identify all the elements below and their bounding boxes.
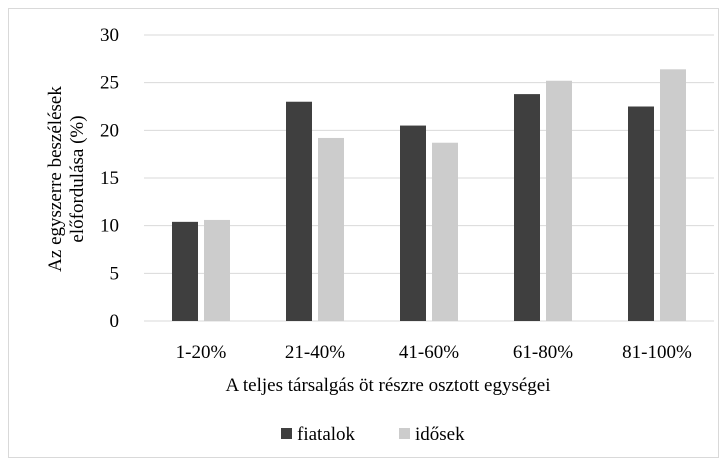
- legend-label: idősek: [415, 424, 465, 445]
- bar-idosek: [318, 137, 344, 321]
- y-tick-label: 5: [110, 263, 120, 284]
- bars: [172, 69, 686, 322]
- y-tick-label: 25: [100, 73, 119, 94]
- x-category-labels: 1-20% 21-40% 41-60% 61-80% 81-100%: [176, 342, 692, 363]
- gridlines: [144, 34, 714, 322]
- legend-label: fiatalok: [297, 424, 356, 445]
- y-tick-label: 10: [100, 216, 119, 237]
- y-tick-label: 30: [100, 25, 119, 46]
- bar-fiatalok: [172, 221, 198, 321]
- bar-idosek: [432, 142, 458, 321]
- bar-fiatalok: [400, 125, 426, 321]
- bar-idosek: [204, 219, 230, 321]
- legend-swatch: [399, 428, 410, 439]
- x-category-label: 81-100%: [622, 342, 692, 363]
- y-tick-label: 20: [100, 120, 119, 141]
- y-tick-label: 15: [100, 168, 119, 189]
- bar-fiatalok: [286, 101, 312, 321]
- x-category-label: 21-40%: [285, 342, 345, 363]
- bar-fiatalok: [628, 106, 654, 321]
- x-category-label: 1-20%: [176, 342, 227, 363]
- x-axis-title: A teljes társalgás öt részre osztott egy…: [225, 375, 550, 396]
- y-tick-labels: 0 5 10 15 20 25 30: [100, 25, 119, 332]
- legend-swatch: [281, 428, 292, 439]
- x-category-label: 41-60%: [399, 342, 459, 363]
- bar-idosek: [546, 80, 572, 321]
- bar-chart: 0 5 10 15 20 25 30 1-20% 21-40% 41-60% 61-80% 81-1…: [45, 25, 714, 445]
- y-tick-label: 0: [110, 311, 120, 332]
- y-axis-title: Az egyszerre beszélések előfordulása (%): [45, 86, 88, 272]
- bar-idosek: [660, 69, 686, 321]
- y-axis-title-line-1: Az egyszerre beszélések: [45, 86, 66, 272]
- bar-fiatalok: [514, 94, 540, 322]
- x-category-label: 61-80%: [513, 342, 573, 363]
- legend: fiatalok idősek: [281, 424, 465, 445]
- chart-frame: 0 5 10 15 20 25 30 1-20% 21-40% 41-60% 61-80% 81-1…: [8, 8, 719, 458]
- y-axis-title-line-2: előfordulása (%): [67, 115, 88, 242]
